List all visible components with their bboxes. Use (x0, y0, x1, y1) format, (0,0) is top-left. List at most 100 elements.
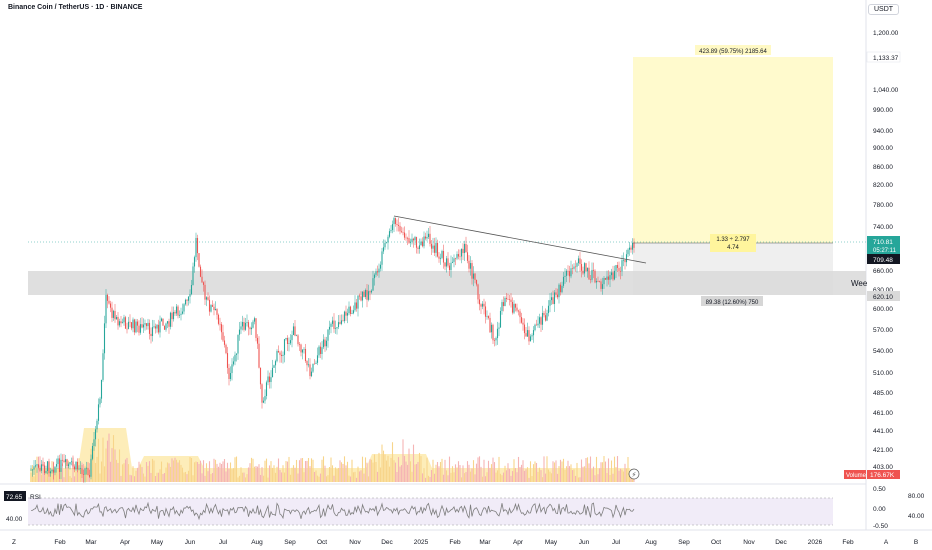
volume-bar (549, 471, 551, 482)
candle-body (580, 264, 583, 271)
candle-body (106, 294, 109, 301)
time-tick: 2026 (808, 539, 823, 546)
candle-body (331, 320, 334, 324)
candle-body (486, 316, 488, 317)
volume-bar (214, 459, 217, 482)
candle-body (135, 321, 137, 333)
volume-bar (37, 468, 40, 482)
volume-bar (99, 473, 101, 482)
candle-body (355, 302, 358, 309)
candle-body (256, 337, 259, 344)
candle-body (193, 257, 196, 267)
volume-bar (285, 461, 287, 482)
volume-bar (306, 460, 308, 482)
candle-body (604, 277, 607, 280)
volume-bar (480, 466, 482, 482)
volume-bar (463, 473, 466, 482)
candle-body (48, 461, 50, 474)
candle-body (121, 322, 124, 324)
volume-bar (120, 475, 122, 482)
candles (30, 216, 635, 483)
candle-body (306, 360, 308, 366)
candle-body (462, 248, 464, 254)
volume-bar (177, 462, 179, 482)
last-price-tag-bg (867, 236, 900, 254)
volume-bar (489, 467, 491, 482)
volume-bar (600, 462, 602, 482)
candle-body (144, 323, 146, 325)
candle-body (483, 303, 485, 307)
candle-body (117, 316, 119, 326)
ratio-label: 1.33 ÷ 2.797 (716, 237, 750, 243)
time-axis[interactable]: Z Feb Mar Apr May Jun Jul Aug Sep Oct Nov Dec 2025 Fe… (12, 539, 918, 546)
candle-body (469, 263, 472, 269)
price-axis[interactable]: 1,200.00 1,040.00 990.00 940.00 900.00 860.00… (873, 30, 899, 471)
candle-body (505, 297, 508, 300)
candle-body (124, 317, 127, 329)
support-zone[interactable] (28, 271, 866, 295)
volume-bar (522, 460, 524, 482)
trendline[interactable] (393, 215, 647, 264)
volume-bar (126, 457, 128, 482)
volume-bar (336, 468, 338, 482)
volume-bar (541, 477, 544, 482)
candle-body (468, 260, 470, 269)
candle-body (316, 355, 319, 363)
volume-bar (163, 473, 166, 482)
candle-body (403, 232, 406, 238)
zone-label: Wee (851, 279, 868, 288)
volume-bar (271, 467, 274, 482)
time-tick: Z (12, 539, 16, 546)
volume-bar (460, 477, 463, 482)
candle-body (498, 327, 500, 329)
volume-bar (478, 456, 481, 482)
volume-bar (429, 476, 431, 482)
candle-body (195, 237, 197, 258)
candle-body (457, 254, 460, 257)
volume-bar (151, 458, 154, 482)
candle-body (198, 253, 200, 267)
volume-bar (588, 463, 590, 482)
volume-bar (69, 476, 71, 482)
volume-bar (442, 474, 445, 482)
candle-body (411, 238, 413, 242)
volume-bar (621, 469, 623, 482)
candle-body (385, 242, 388, 244)
volume-bar (196, 462, 199, 482)
candle-body (325, 340, 328, 347)
candle-body (474, 273, 476, 281)
volume-bar (301, 457, 304, 482)
volume-bar (616, 456, 619, 482)
volume-bar (570, 464, 572, 482)
target-zone[interactable] (633, 57, 833, 243)
volume-bar (523, 470, 526, 482)
volume-bar (432, 459, 434, 482)
candle-body (619, 270, 622, 272)
candle-body (72, 461, 74, 467)
volume-bar (190, 457, 193, 482)
candle-body (114, 310, 116, 320)
currency-selector[interactable]: USDT (868, 4, 900, 15)
candle-body (439, 257, 442, 259)
volume-bar (577, 477, 580, 482)
candle-body (406, 237, 409, 239)
volume-bar (192, 475, 194, 482)
volume-bar (421, 473, 424, 482)
volume-bar (144, 476, 146, 482)
volume-bar (612, 473, 614, 482)
volume-bar (237, 477, 239, 482)
volume-bar (318, 476, 320, 482)
lightning-glyph: ⚡ (632, 471, 637, 479)
candle-body (42, 464, 44, 466)
candle-body (591, 269, 593, 280)
volume-bar (246, 474, 248, 482)
volume-bar (153, 460, 155, 482)
candle-body (76, 461, 79, 470)
lightning-icon[interactable] (628, 468, 640, 480)
candle-body (490, 324, 493, 333)
volume-bar (238, 475, 241, 482)
candle-body (330, 323, 332, 327)
candle-body (499, 311, 502, 328)
volume-bar (361, 456, 364, 482)
